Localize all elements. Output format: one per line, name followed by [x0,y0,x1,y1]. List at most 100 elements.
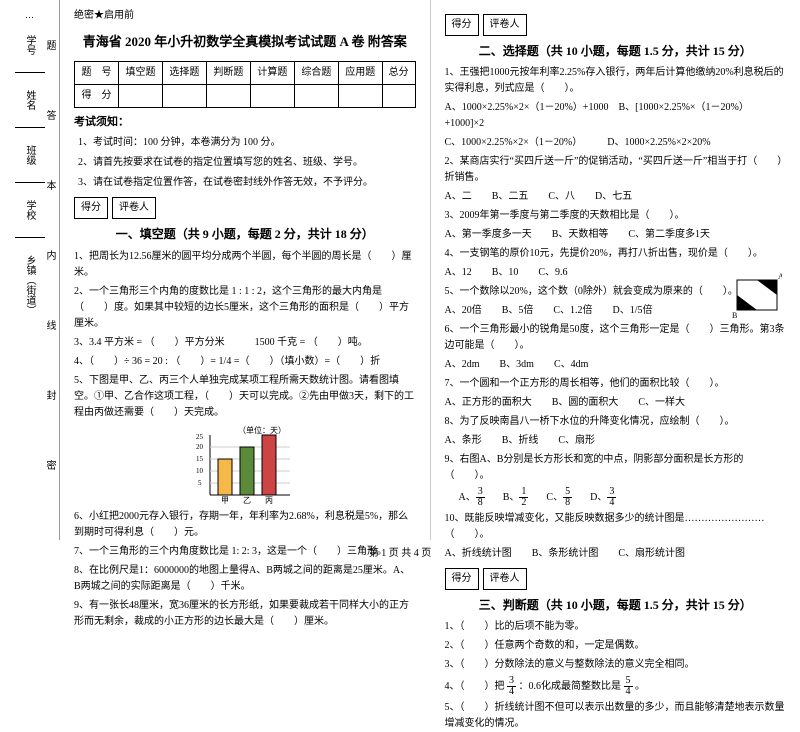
gutter-0: 题 [42,40,57,50]
q1-1: 1、把周长为12.56厘米的圆平均分成两个半圆，每个半圆的周长是（ ）厘米。 [74,249,416,281]
row-label: 得 分 [75,84,119,107]
q2-1b: C、1000×2.25%×2×（1－20%） D、1000×2.25%×2×20… [445,135,787,151]
th-5: 综合题 [294,61,338,84]
gutter-3: 内 [42,250,57,260]
q2-8o: A、条形 B、折线 C、扇形 [445,433,787,449]
svg-text:15: 15 [196,455,204,463]
notice-1: 1、考试时间：100 分钟，本卷满分为 100 分。 [78,135,416,151]
q2-3: 3、2009年第一季度与第二季度的天数相比是（ ）。 [445,208,787,224]
q1-3: 3、3.4 平方米 = （ ）平方分米 1500 千克 = （ ）吨。 [74,335,416,351]
th-0: 题 号 [75,61,119,84]
bar-chart: （单位：天） 5 10 15 20 25 甲乙丙 [190,425,300,505]
cell [162,84,206,107]
opt-a: A、38 [459,487,485,508]
svg-text:A: A [778,272,782,281]
notice-list: 1、考试时间：100 分钟，本卷满分为 100 分。 2、请首先按要求在试卷的指… [78,135,416,191]
q2-1: 1、王强把1000元按年利率2.25%存入银行，两年后计算他缴纳20%利息税后的… [445,65,787,97]
q1-4: 4、（ ）÷ 36 = 20 : （ ）= 1/4 =（ ）（填小数）=（ ）折 [74,354,416,370]
q3-4-pre: 4、（ ）把 [445,681,505,692]
right-column: 得分 评卷人 二、选择题（共 10 小题，每题 1.5 分，共计 15 分） 1… [431,0,800,540]
q2-10o: A、折线统计图 B、条形统计图 C、扇形统计图 [445,546,787,562]
score-box: 得分 [445,14,479,36]
reviewer-box: 评卷人 [483,14,527,36]
svg-text:20: 20 [196,443,204,451]
exam-title: 青海省 2020 年小升初数学全真模拟考试试题 A 卷 附答案 [74,32,416,53]
gutter-2: 本 [42,180,57,190]
section3-title: 三、判断题（共 10 小题，每题 1.5 分，共计 15 分） [445,596,787,615]
notice-heading: 考试须知： [74,114,416,132]
table-row: 得 分 [75,84,416,107]
content-columns: 绝密★启用前 青海省 2020 年小升初数学全真模拟考试试题 A 卷 附答案 题… [60,0,800,540]
th-4: 计算题 [250,61,294,84]
q3-2: 2、（ ）任意两个奇数的和，一定是偶数。 [445,638,787,654]
opt-c: C、58 [546,487,572,508]
binding-sidebar: … 学号 姓名 班级 学校 乡镇（街道） 题 答 本 内 线 封 密 [0,0,60,540]
q1-5: 5、下图是甲、乙、丙三个人单独完成某项工程所需天数统计图。请看图填空。①甲、乙合… [74,373,416,421]
sb-line [15,72,45,73]
gutter-4: 线 [42,320,57,330]
q1-6: 6、小红把2000元存入银行，存期一年，年利率为2.68%，利息税是5%，那么到… [74,509,416,541]
sidebar-gutter-top: … [25,10,34,20]
frac-1: 34 [507,676,516,697]
section-bar: 得分 评卷人 [74,197,416,219]
q2-1a: A、1000×2.25%×2×（1－20%）+1000 B、[1000×2.25… [445,100,787,132]
sb-label-3: 学校 [22,200,37,220]
gutter-6: 密 [42,460,57,470]
section-bar: 得分 评卷人 [445,568,787,590]
rectangle-figure: AB [732,270,782,320]
gutter-5: 封 [42,390,57,400]
cell [250,84,294,107]
svg-text:乙: 乙 [243,496,251,505]
q2-6o: A、2dm B、3dm C、4dm [445,357,787,373]
svg-text:5: 5 [198,479,202,487]
q3-1: 1、（ ）比的后项不能为零。 [445,619,787,635]
cell [338,84,382,107]
q3-4-mid: ：0.6化成最简整数比是 [519,681,622,692]
q2-9o: A、38 B、12 C、58 D、34 [459,487,787,508]
q2-2: 2、某商店实行“买四斤送一斤”的促销活动，“买四斤送一斤”相当于打（ ）折销售。 [445,154,787,186]
q2-8: 8、为了反映南昌八一桥下水位的升降变化情况，应绘制（ ）。 [445,414,787,430]
page: … 学号 姓名 班级 学校 乡镇（街道） 题 答 本 内 线 封 密 绝密★启用… [0,0,800,540]
score-box: 得分 [74,197,108,219]
q3-5: 5、（ ）折线统计图不但可以表示出数量的多少，而且能够清楚地表示数量增减变化的情… [445,700,787,732]
opt-d: D、34 [590,487,616,508]
svg-text:丙: 丙 [265,496,273,505]
sb-label-4: 乡镇（街道） [22,255,37,315]
q2-7o: A、正方形的面积大 B、圆的面积大 C、一样大 [445,395,787,411]
svg-text:10: 10 [196,467,204,475]
q2-9: 9、右图A、B分别是长方形长和宽的中点，阴影部分面积是长方形的（ ）。 [445,452,787,484]
chart-svg: （单位：天） 5 10 15 20 25 甲乙丙 [190,425,300,505]
frac-2: 54 [624,676,633,697]
cell [118,84,162,107]
chart-ylabel: （单位：天） [238,425,286,435]
q2-2o: A、二 B、二五 C、八 D、七五 [445,189,787,205]
section2-title: 二、选择题（共 10 小题，每题 1.5 分，共计 15 分） [445,42,787,61]
th-6: 应用题 [338,61,382,84]
th-2: 选择题 [162,61,206,84]
q2-7: 7、一个圆和一个正方形的周长相等，他们的面积比较（ ）。 [445,376,787,392]
opt-b: B、12 [503,487,529,508]
th-7: 总分 [382,61,415,84]
sb-line [15,127,45,128]
section-bar: 得分 评卷人 [445,14,787,36]
reviewer-box: 评卷人 [483,568,527,590]
q2-10: 10、既能反映增减变化，又能反映数据多少的统计图是……………………（ ）。 [445,511,787,543]
svg-text:甲: 甲 [221,496,229,505]
sb-label-1: 姓名 [22,90,37,110]
sb-label-2: 班级 [22,145,37,165]
th-1: 填空题 [118,61,162,84]
secret-label: 绝密★启用前 [74,8,416,24]
reviewer-box: 评卷人 [112,197,156,219]
q1-2: 2、一个三角形三个内角的度数比是 1 : 1 : 2，这个三角形的最大内角是（ … [74,284,416,332]
cell [294,84,338,107]
q1-8: 8、在比例尺是1：6000000的地图上量得A、B两城之间的距离是25厘米。A、… [74,563,416,595]
q1-7: 7、一个三角形的三个内角度数比是 1: 2: 3，这是一个（ ）三角形。 [74,544,416,560]
sb-line [15,237,45,238]
score-table: 题 号 填空题 选择题 判断题 计算题 综合题 应用题 总分 得 分 [74,61,416,108]
table-row: 题 号 填空题 选择题 判断题 计算题 综合题 应用题 总分 [75,61,416,84]
q2-4: 4、一支钢笔的原价10元，先提价20%，再打八折出售，现价是（ ）。 [445,246,787,262]
svg-text:B: B [732,311,737,320]
q3-3: 3、（ ）分数除法的意义与整数除法的意义完全相同。 [445,657,787,673]
cell [206,84,250,107]
th-3: 判断题 [206,61,250,84]
